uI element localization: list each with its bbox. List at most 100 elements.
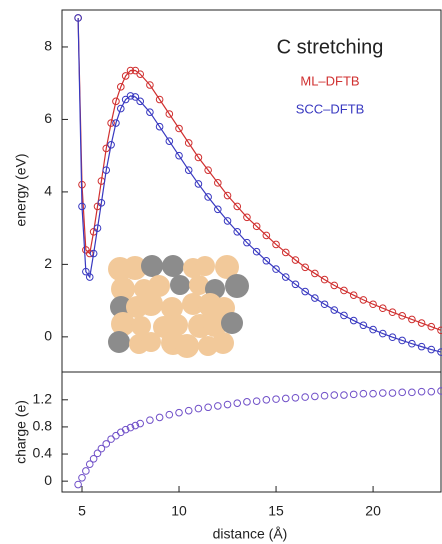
data-point [437,326,442,335]
data-point [243,398,251,406]
data-point [102,166,111,174]
data-point [427,345,436,354]
series-line [77,17,442,353]
data-point [97,198,106,207]
data-point [320,275,329,284]
data-point [175,151,183,160]
data-point [272,240,280,249]
data-point [82,467,90,475]
data-point [349,291,358,299]
data-point [184,139,193,147]
atom [212,332,234,354]
data-point [281,248,290,257]
data-point [223,191,232,200]
legend-label: ML–DFTB [300,73,359,88]
data-point [262,395,271,404]
data-point [340,286,348,295]
data-point [194,180,203,188]
data-point [165,110,174,118]
atom [203,313,227,337]
data-point [126,66,135,75]
data-point [155,95,164,104]
data-point [194,404,203,413]
data-point [369,325,377,334]
data-point [378,304,387,313]
data-point [97,444,106,453]
atom [139,292,163,316]
molecule-illustration [108,255,249,358]
data-point [121,72,130,80]
data-point [85,460,94,469]
data-point [417,342,426,351]
atom [141,332,161,352]
atom [162,255,184,277]
data-point [175,408,183,417]
data-point [378,389,387,397]
data-point [427,322,436,331]
y-axis-label: charge (e) [13,400,29,464]
atom [148,275,170,297]
data-point [112,119,120,127]
data-point [131,421,140,430]
data-point [408,388,416,397]
atom [123,256,147,280]
data-point [78,202,86,211]
data-point [398,336,406,345]
y-tick-label: 2 [44,255,52,271]
y-tick-label: 6 [44,110,52,126]
x-tick-label: 10 [171,503,187,519]
data-point [102,440,111,448]
atom [221,312,243,334]
data-point [89,249,98,258]
data-point [131,93,140,101]
atom [108,331,130,353]
atom [166,314,188,336]
data-point [427,387,436,396]
data-point [340,391,348,399]
data-point [146,108,154,116]
data-point [388,333,397,342]
data-point [291,280,300,289]
data-point [281,273,290,281]
data-point [417,387,426,396]
data-point [165,410,174,419]
data-point [301,287,309,296]
data-point [107,119,115,127]
data-point [408,339,416,348]
data-point [74,14,82,22]
data-point [330,391,339,399]
atom [161,297,183,319]
data-point [204,166,212,174]
data-point [223,400,232,409]
atom [189,275,209,295]
data-point [243,238,251,247]
data-point [262,256,271,265]
data-point [408,315,416,324]
y-tick-label: 0 [44,472,52,488]
data-point [214,205,222,214]
atom [170,275,190,295]
data-point [102,144,111,153]
data-point [194,153,203,162]
data-point [214,179,222,187]
atom [225,274,249,298]
data-point [311,294,319,302]
data-point [330,306,339,314]
data-point [74,480,82,489]
data-point [291,256,300,264]
data-point [112,97,120,106]
data-point [121,95,130,104]
data-point [175,124,183,133]
data-point [146,416,154,424]
data-point [117,83,125,91]
data-point [184,406,193,415]
x-tick-label: 5 [78,503,86,519]
data-point [359,321,368,330]
data-point [252,397,261,405]
data-point [378,329,387,338]
data-point [121,425,130,434]
x-axis-label: distance (Å) [213,526,288,542]
data-point [136,70,145,78]
data-point [359,296,368,304]
